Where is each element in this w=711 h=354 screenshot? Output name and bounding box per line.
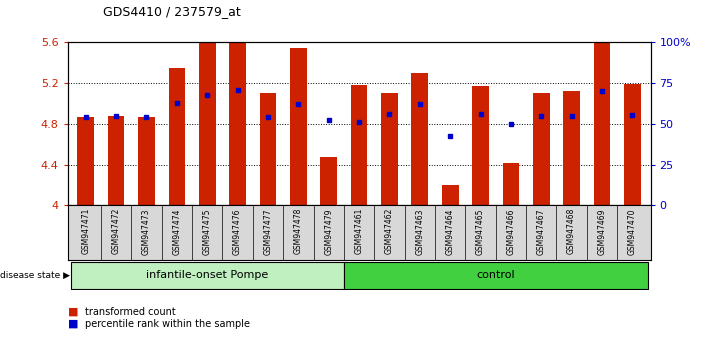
Bar (442, 185, 459, 205)
Bar (344, 262, 648, 289)
Bar (412, 73, 428, 205)
Text: ■: ■ (68, 307, 82, 316)
Text: percentile rank within the sample: percentile rank within the sample (85, 319, 250, 329)
Bar (229, 42, 246, 205)
Text: GSM947467: GSM947467 (537, 208, 546, 255)
Text: ■: ■ (68, 319, 82, 329)
Text: infantile-onset Pompe: infantile-onset Pompe (146, 270, 268, 280)
Bar (533, 93, 550, 205)
Text: GSM947462: GSM947462 (385, 208, 394, 255)
Bar (199, 42, 215, 205)
Bar (594, 42, 610, 205)
Text: GSM947463: GSM947463 (415, 208, 424, 255)
Text: GSM947464: GSM947464 (446, 208, 454, 255)
Text: GSM947478: GSM947478 (294, 208, 303, 255)
Text: GDS4410 / 237579_at: GDS4410 / 237579_at (103, 5, 241, 18)
Text: GSM947469: GSM947469 (597, 208, 606, 255)
Bar (381, 93, 397, 205)
Bar (138, 117, 155, 205)
Text: GSM947470: GSM947470 (628, 208, 637, 255)
Bar (624, 84, 641, 205)
Bar (260, 93, 277, 205)
Text: GSM947465: GSM947465 (476, 208, 485, 255)
Text: GSM947473: GSM947473 (142, 208, 151, 255)
Bar (108, 116, 124, 205)
Bar (70, 262, 344, 289)
Bar (77, 117, 94, 205)
Text: GSM947472: GSM947472 (112, 208, 121, 255)
Text: GSM947468: GSM947468 (567, 208, 576, 255)
Text: GSM947477: GSM947477 (264, 208, 272, 255)
Text: GSM947476: GSM947476 (233, 208, 242, 255)
Text: GSM947466: GSM947466 (506, 208, 515, 255)
Bar (503, 162, 519, 205)
Text: disease state ▶: disease state ▶ (0, 271, 70, 280)
Bar (321, 158, 337, 205)
Text: control: control (476, 270, 515, 280)
Text: transformed count: transformed count (85, 307, 176, 316)
Text: GSM947471: GSM947471 (81, 208, 90, 255)
Bar (563, 91, 580, 205)
Text: GSM947479: GSM947479 (324, 208, 333, 255)
Bar (169, 68, 185, 205)
Bar (290, 47, 306, 205)
Text: GSM947461: GSM947461 (355, 208, 363, 255)
Text: GSM947474: GSM947474 (172, 208, 181, 255)
Bar (472, 86, 489, 205)
Bar (351, 85, 368, 205)
Text: GSM947475: GSM947475 (203, 208, 212, 255)
